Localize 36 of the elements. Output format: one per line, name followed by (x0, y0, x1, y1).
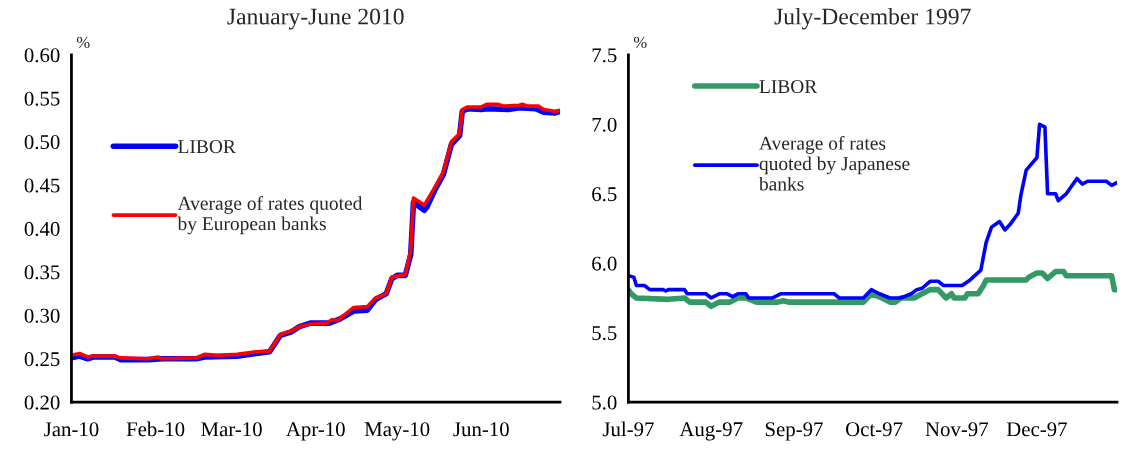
chart-title: January-June 2010 (227, 8, 404, 30)
x-tick-label: May-10 (364, 422, 430, 441)
legend-label: Average of rates quoted by European banks (177, 196, 363, 235)
y-tick-label: 6.5 (592, 187, 617, 202)
y-tick-label: 0.55 (24, 91, 60, 106)
y-tick-label: 0.45 (24, 178, 60, 193)
y-tick-label: 0.30 (24, 308, 60, 323)
x-tick-label: Nov-97 (925, 422, 989, 437)
x-tick-label: Feb-10 (126, 421, 185, 437)
y-tick-label: 7.0 (592, 117, 617, 132)
x-tick-label: Dec-97 (1006, 422, 1067, 437)
y-tick-label: 0.20 (24, 395, 60, 410)
legend-label: Average of rates quoted by Japanese banks (758, 135, 910, 191)
y-tick-label: 0.40 (24, 221, 60, 237)
x-tick-label: Jun-10 (453, 422, 509, 437)
x-tick-label: Sep-97 (765, 422, 823, 441)
x-tick-label: Aug-97 (679, 422, 743, 441)
x-tick-label: Jul-97 (602, 421, 654, 437)
x-tick-label: Jan-10 (44, 422, 99, 437)
y-axis-title: % (633, 36, 647, 49)
x-tick-label: Mar-10 (201, 422, 262, 437)
y-axis-title: % (76, 36, 90, 49)
x-tick-label: Apr-10 (286, 422, 345, 441)
y-tick-label: 6.0 (592, 256, 617, 271)
y-tick-label: 5.5 (592, 326, 617, 341)
chart-title: July-December 1997 (774, 7, 971, 30)
y-tick-label: 0.25 (24, 352, 60, 367)
y-tick-label: 0.35 (24, 265, 60, 280)
y-tick-label: 5.0 (592, 395, 617, 410)
legend-label: LIBOR (759, 80, 818, 94)
line-series (628, 122, 1117, 300)
y-tick-label: 0.60 (24, 48, 60, 63)
y-tick-label: 7.5 (592, 48, 617, 63)
legend-label: LIBOR (178, 140, 236, 154)
x-tick-label: Oct-97 (845, 422, 903, 437)
y-tick-label: 0.50 (24, 135, 60, 150)
